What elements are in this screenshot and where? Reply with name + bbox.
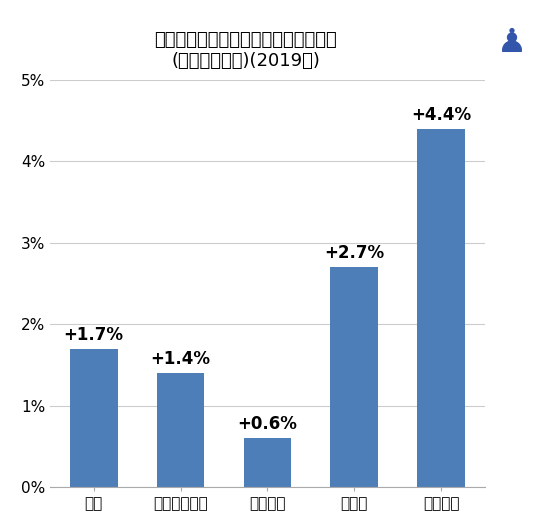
Bar [156,373,204,487]
Title: コンビニエンスストア商品構成別売上
(全店、前年比)(2019年): コンビニエンスストア商品構成別売上 (全店、前年比)(2019年) [154,31,337,70]
Text: +1.4%: +1.4% [150,350,210,368]
Bar [244,438,291,487]
Bar [417,129,465,487]
Text: +2.7%: +2.7% [325,244,385,262]
Bar [70,348,117,487]
Text: +0.6%: +0.6% [237,415,298,434]
Text: +1.7%: +1.7% [64,326,124,344]
Text: +4.4%: +4.4% [411,106,471,124]
Text: ♟: ♟ [498,26,527,59]
Bar [331,267,378,487]
